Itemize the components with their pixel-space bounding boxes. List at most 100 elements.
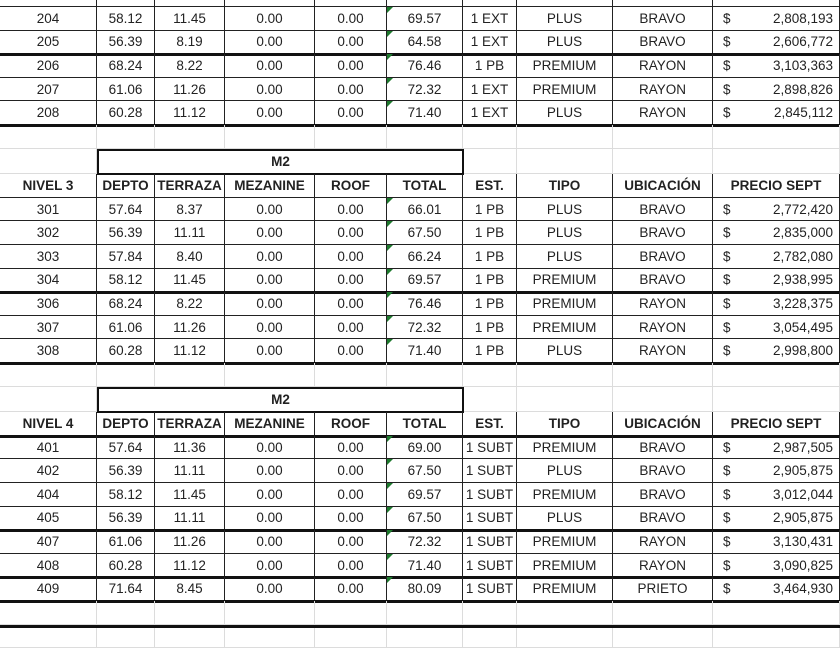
cell-mezanine[interactable]: 0.00 — [225, 577, 315, 601]
cell-ubicacion[interactable]: PRIETO — [613, 577, 713, 601]
cell-ubicacion[interactable]: RAYON — [613, 339, 713, 363]
cell-total[interactable]: 71.40 — [387, 339, 463, 363]
cell-tipo[interactable]: PREMIUM — [517, 435, 613, 460]
cell-total[interactable]: 76.46 — [387, 292, 463, 316]
empty-cell[interactable] — [463, 125, 517, 149]
cell-unit[interactable]: 306 — [0, 292, 97, 316]
cell-roof[interactable]: 0.00 — [315, 315, 387, 340]
empty-cell[interactable] — [97, 125, 155, 149]
empty-cell[interactable] — [713, 601, 840, 625]
cell-mezanine[interactable]: 0.00 — [225, 315, 315, 340]
cell-mezanine[interactable]: 0.00 — [225, 101, 315, 125]
cell-unit[interactable]: 303 — [0, 245, 97, 269]
cell-precio[interactable]: $2,845,112 — [713, 101, 840, 125]
cell-tipo[interactable]: PLUS — [517, 245, 613, 269]
empty-cell[interactable] — [97, 363, 155, 387]
empty-cell[interactable] — [0, 363, 97, 387]
cell-unit[interactable]: 204 — [0, 7, 97, 31]
cell-unit[interactable]: 402 — [0, 459, 97, 483]
cell-tipo[interactable]: PLUS — [517, 459, 613, 483]
cell-roof[interactable]: 0.00 — [315, 77, 387, 102]
cell-partial[interactable] — [463, 0, 517, 7]
cell-mezanine[interactable]: 0.00 — [225, 292, 315, 316]
cell-unit[interactable]: 206 — [0, 54, 97, 78]
cell-tipo[interactable]: PREMIUM — [517, 315, 613, 340]
cell-precio[interactable]: $3,012,044 — [713, 483, 840, 507]
cell-terraza[interactable]: 8.45 — [155, 577, 225, 601]
cell-precio[interactable]: $2,898,826 — [713, 77, 840, 102]
cell-depto[interactable]: 56.39 — [97, 221, 155, 245]
cell-tipo[interactable]: PLUS — [517, 197, 613, 222]
cell-est[interactable]: 1 EXT — [463, 77, 517, 102]
cell-roof[interactable]: 0.00 — [315, 530, 387, 554]
cell-depto[interactable]: 68.24 — [97, 54, 155, 78]
cell-ubicacion[interactable]: RAYON — [613, 54, 713, 78]
cell-total[interactable]: 69.57 — [387, 268, 463, 293]
cell-depto[interactable]: 61.06 — [97, 530, 155, 554]
cell-mezanine[interactable]: 0.00 — [225, 30, 315, 55]
cell-depto[interactable]: 57.64 — [97, 197, 155, 222]
cell-est[interactable]: 1 PB — [463, 221, 517, 245]
cell-ubicacion[interactable]: BRAVO — [613, 483, 713, 507]
empty-cell[interactable] — [315, 125, 387, 149]
empty-cell[interactable] — [463, 148, 517, 175]
cell-partial[interactable] — [613, 0, 713, 7]
cell-total[interactable]: 64.58 — [387, 30, 463, 55]
cell-est[interactable]: 1 PB — [463, 268, 517, 293]
cell-terraza[interactable]: 11.11 — [155, 221, 225, 245]
cell-terraza[interactable]: 11.12 — [155, 339, 225, 363]
empty-cell[interactable] — [387, 363, 463, 387]
empty-cell[interactable] — [517, 363, 613, 387]
cell-precio[interactable]: $2,905,875 — [713, 506, 840, 531]
empty-cell[interactable] — [613, 148, 713, 175]
cell-unit[interactable]: 404 — [0, 483, 97, 507]
cell-ubicacion[interactable]: RAYON — [613, 530, 713, 554]
cell-est[interactable]: 1 SUBT — [463, 506, 517, 531]
cell-precio[interactable]: $2,606,772 — [713, 30, 840, 55]
cell-precio[interactable]: $3,090,825 — [713, 553, 840, 578]
cell-precio[interactable]: $2,905,875 — [713, 459, 840, 483]
empty-cell[interactable] — [0, 125, 97, 149]
cell-tipo[interactable]: PREMIUM — [517, 268, 613, 293]
cell-ubicacion[interactable]: RAYON — [613, 553, 713, 578]
cell-est[interactable]: 1 PB — [463, 339, 517, 363]
empty-cell[interactable] — [0, 601, 97, 625]
empty-cell[interactable] — [0, 624, 97, 648]
cell-mezanine[interactable]: 0.00 — [225, 245, 315, 269]
cell-tipo[interactable]: PREMIUM — [517, 292, 613, 316]
cell-ubicacion[interactable]: BRAVO — [613, 506, 713, 531]
empty-cell[interactable] — [613, 363, 713, 387]
cell-depto[interactable]: 58.12 — [97, 7, 155, 31]
cell-partial[interactable] — [225, 0, 315, 7]
cell-mezanine[interactable]: 0.00 — [225, 506, 315, 531]
cell-mezanine[interactable]: 0.00 — [225, 459, 315, 483]
cell-tipo[interactable]: PLUS — [517, 101, 613, 125]
cell-partial[interactable] — [387, 0, 463, 7]
cell-ubicacion[interactable]: RAYON — [613, 101, 713, 125]
cell-tipo[interactable]: PREMIUM — [517, 577, 613, 601]
cell-est[interactable]: 1 SUBT — [463, 483, 517, 507]
cell-ubicacion[interactable]: RAYON — [613, 77, 713, 102]
cell-terraza[interactable]: 8.40 — [155, 245, 225, 269]
cell-tipo[interactable]: PLUS — [517, 339, 613, 363]
cell-mezanine[interactable]: 0.00 — [225, 483, 315, 507]
cell-terraza[interactable]: 11.12 — [155, 101, 225, 125]
cell-roof[interactable]: 0.00 — [315, 577, 387, 601]
cell-unit[interactable]: 405 — [0, 506, 97, 531]
cell-roof[interactable]: 0.00 — [315, 339, 387, 363]
empty-cell[interactable] — [225, 624, 315, 648]
empty-cell[interactable] — [225, 125, 315, 149]
empty-cell[interactable] — [613, 386, 713, 413]
cell-terraza[interactable]: 11.11 — [155, 459, 225, 483]
cell-total[interactable]: 67.50 — [387, 221, 463, 245]
cell-partial[interactable] — [97, 0, 155, 7]
cell-depto[interactable]: 61.06 — [97, 315, 155, 340]
empty-cell[interactable] — [713, 148, 840, 175]
cell-total[interactable]: 71.40 — [387, 553, 463, 578]
empty-cell[interactable] — [225, 601, 315, 625]
cell-ubicacion[interactable]: BRAVO — [613, 7, 713, 31]
cell-terraza[interactable]: 11.45 — [155, 483, 225, 507]
cell-mezanine[interactable]: 0.00 — [225, 7, 315, 31]
cell-precio[interactable]: $2,987,505 — [713, 435, 840, 460]
cell-precio[interactable]: $3,228,375 — [713, 292, 840, 316]
